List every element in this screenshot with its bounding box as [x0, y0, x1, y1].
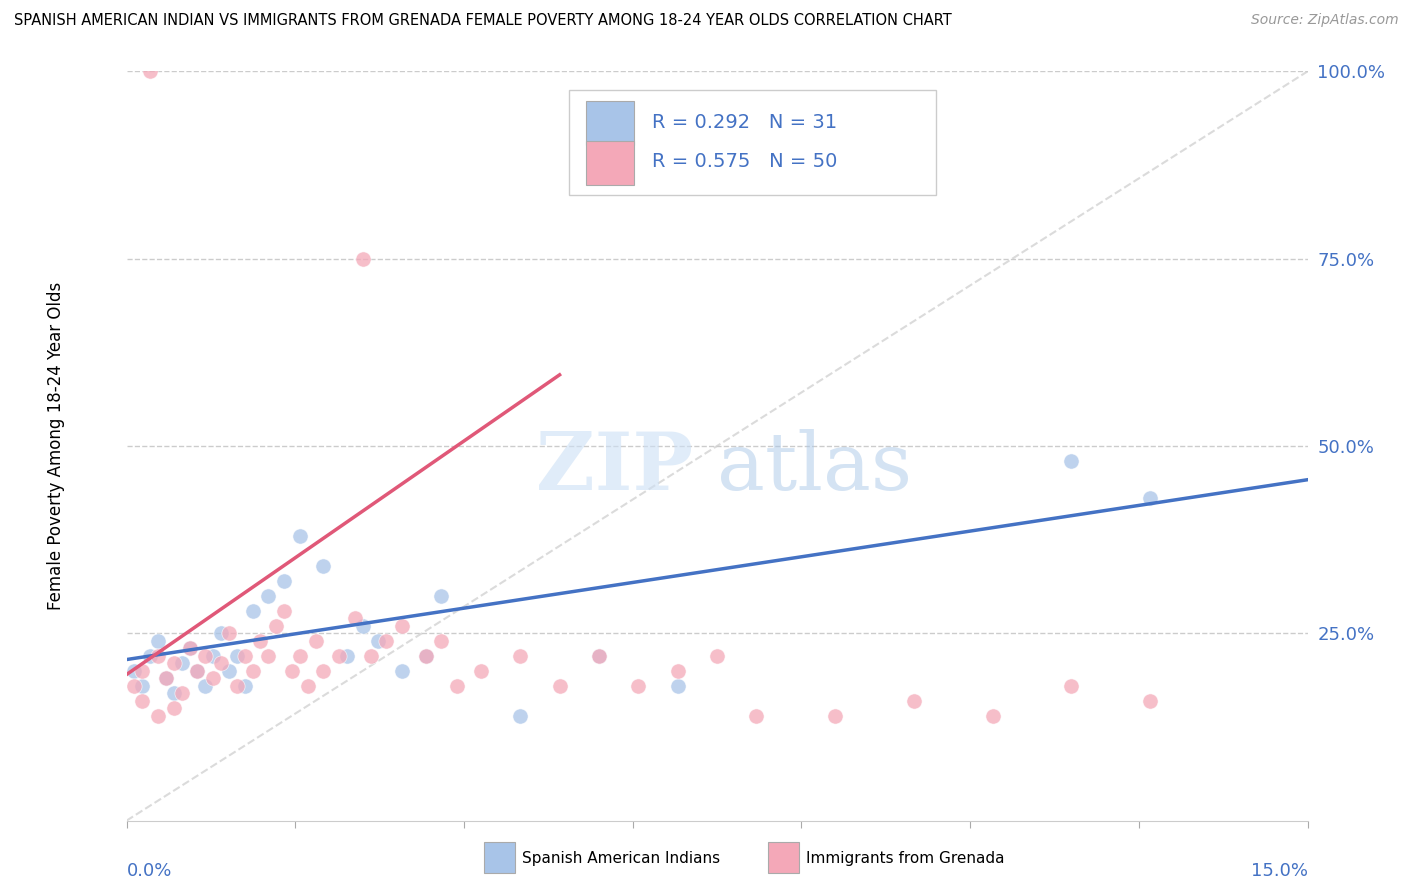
Point — [155, 671, 177, 685]
Point — [186, 664, 208, 678]
Point — [273, 604, 295, 618]
Text: 0.0%: 0.0% — [127, 862, 172, 880]
FancyBboxPatch shape — [485, 842, 515, 873]
Point — [146, 708, 169, 723]
Point — [430, 589, 453, 603]
Point — [1060, 454, 1083, 468]
Point — [163, 657, 186, 671]
Point — [233, 648, 256, 663]
Point — [1139, 694, 1161, 708]
Point — [1060, 679, 1083, 693]
Point — [209, 657, 232, 671]
Point — [179, 641, 201, 656]
Point — [264, 619, 287, 633]
Point — [588, 648, 610, 663]
Point — [367, 633, 389, 648]
Point — [225, 648, 247, 663]
Point — [139, 64, 162, 78]
Point — [218, 626, 240, 640]
Point — [233, 679, 256, 693]
Point — [336, 648, 359, 663]
Point — [509, 708, 531, 723]
Point — [131, 694, 153, 708]
Point — [209, 626, 232, 640]
Point — [194, 679, 217, 693]
FancyBboxPatch shape — [586, 141, 634, 185]
Point — [124, 679, 146, 693]
Point — [328, 648, 350, 663]
Text: 15.0%: 15.0% — [1250, 862, 1308, 880]
Point — [146, 648, 169, 663]
Point — [155, 671, 177, 685]
Point — [312, 558, 335, 573]
Point — [297, 679, 319, 693]
Point — [249, 633, 271, 648]
Point — [242, 664, 264, 678]
Point — [202, 671, 225, 685]
FancyBboxPatch shape — [768, 842, 799, 873]
FancyBboxPatch shape — [569, 90, 935, 195]
Point — [666, 679, 689, 693]
Point — [242, 604, 264, 618]
Point — [415, 648, 437, 663]
Point — [343, 611, 366, 625]
Point — [352, 252, 374, 266]
Point — [470, 664, 492, 678]
Point — [179, 641, 201, 656]
Point — [194, 648, 217, 663]
Text: atlas: atlas — [717, 429, 912, 508]
Point — [218, 664, 240, 678]
Point — [509, 648, 531, 663]
Point — [225, 679, 247, 693]
Point — [430, 633, 453, 648]
Point — [257, 589, 280, 603]
Text: Female Poverty Among 18-24 Year Olds: Female Poverty Among 18-24 Year Olds — [46, 282, 65, 610]
Point — [131, 679, 153, 693]
Point — [281, 664, 304, 678]
Point — [273, 574, 295, 588]
Point — [170, 657, 193, 671]
Point — [588, 648, 610, 663]
Point — [360, 648, 382, 663]
Point — [824, 708, 846, 723]
Point — [1139, 491, 1161, 506]
Point — [163, 686, 186, 700]
Point — [548, 679, 571, 693]
Point — [170, 686, 193, 700]
Point — [163, 701, 186, 715]
Point — [257, 648, 280, 663]
Point — [903, 694, 925, 708]
Point — [375, 633, 398, 648]
Text: ZIP: ZIP — [537, 429, 693, 508]
Point — [666, 664, 689, 678]
Point — [352, 619, 374, 633]
Point — [288, 648, 311, 663]
Text: SPANISH AMERICAN INDIAN VS IMMIGRANTS FROM GRENADA FEMALE POVERTY AMONG 18-24 YE: SPANISH AMERICAN INDIAN VS IMMIGRANTS FR… — [14, 13, 952, 29]
Point — [146, 633, 169, 648]
Text: R = 0.292   N = 31: R = 0.292 N = 31 — [652, 112, 837, 132]
Point — [131, 664, 153, 678]
FancyBboxPatch shape — [586, 102, 634, 145]
Point — [415, 648, 437, 663]
Point — [745, 708, 768, 723]
Point — [706, 648, 728, 663]
Point — [288, 529, 311, 543]
Text: R = 0.575   N = 50: R = 0.575 N = 50 — [652, 152, 838, 170]
Point — [446, 679, 468, 693]
Point — [202, 648, 225, 663]
Text: Immigrants from Grenada: Immigrants from Grenada — [806, 851, 1004, 865]
Point — [627, 679, 650, 693]
Point — [391, 619, 413, 633]
Point — [124, 664, 146, 678]
Text: Spanish American Indians: Spanish American Indians — [522, 851, 720, 865]
Point — [981, 708, 1004, 723]
Point — [304, 633, 326, 648]
Point — [312, 664, 335, 678]
Text: Source: ZipAtlas.com: Source: ZipAtlas.com — [1251, 13, 1399, 28]
Point — [139, 648, 162, 663]
Point — [186, 664, 208, 678]
Point — [391, 664, 413, 678]
